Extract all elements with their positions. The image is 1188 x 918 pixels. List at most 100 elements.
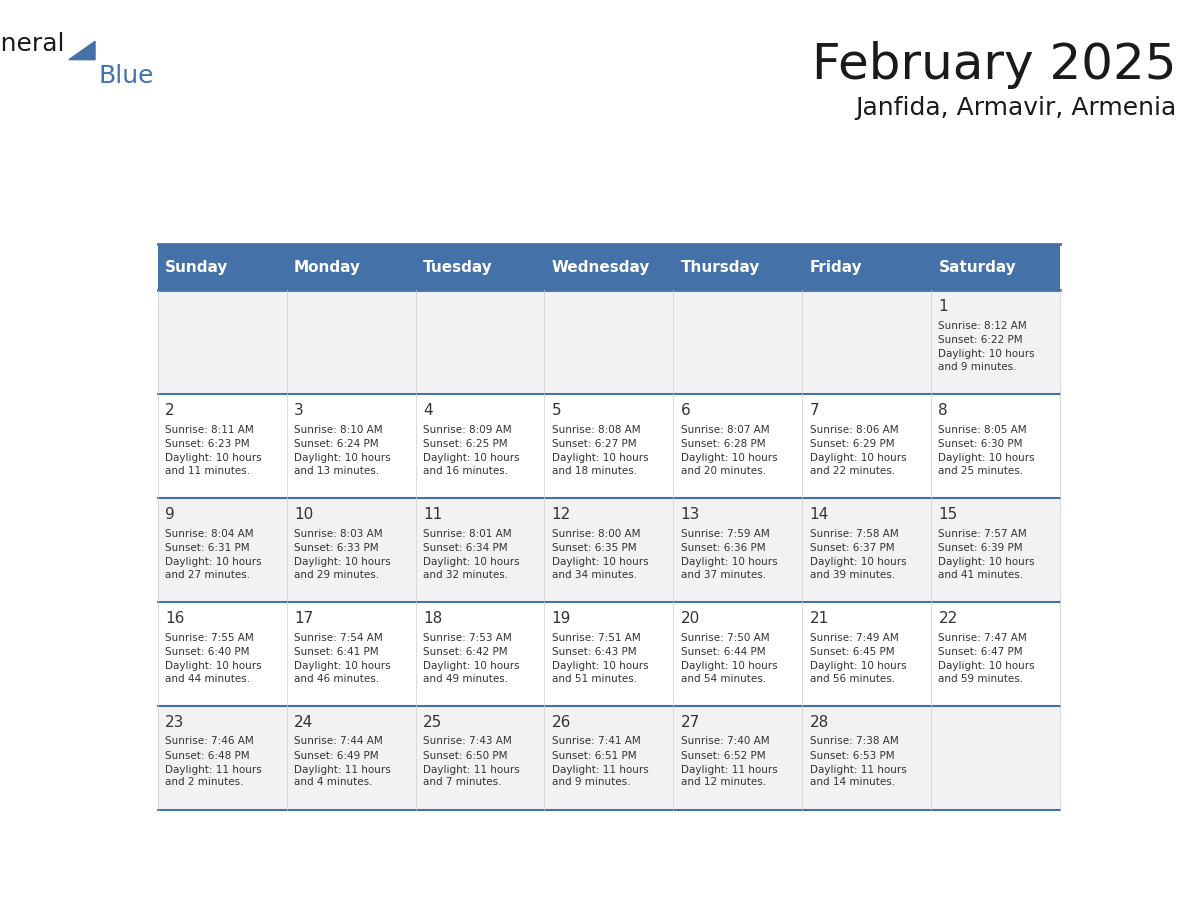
Text: Daylight: 10 hours: Daylight: 10 hours [423, 453, 519, 463]
Text: Sunset: 6:29 PM: Sunset: 6:29 PM [809, 439, 895, 449]
Bar [158, 290, 286, 395]
Text: Monday: Monday [293, 260, 361, 274]
Bar [416, 706, 544, 810]
Text: Sunset: 6:51 PM: Sunset: 6:51 PM [551, 751, 637, 761]
Text: Daylight: 11 hours: Daylight: 11 hours [423, 765, 519, 775]
Bar [286, 498, 416, 602]
Text: Wednesday: Wednesday [551, 260, 650, 274]
Text: 2: 2 [165, 403, 175, 418]
Bar [674, 602, 802, 706]
Bar [416, 244, 544, 290]
Text: 8: 8 [939, 403, 948, 418]
Text: Sunrise: 7:49 AM: Sunrise: 7:49 AM [809, 633, 898, 643]
Text: and 7 minutes.: and 7 minutes. [423, 778, 501, 788]
Bar [158, 498, 286, 602]
Text: and 51 minutes.: and 51 minutes. [551, 674, 637, 684]
Text: Daylight: 10 hours: Daylight: 10 hours [293, 453, 391, 463]
Text: Sunset: 6:31 PM: Sunset: 6:31 PM [165, 543, 249, 553]
Bar [286, 290, 416, 395]
Text: 3: 3 [293, 403, 304, 418]
Text: Sunset: 6:48 PM: Sunset: 6:48 PM [165, 751, 249, 761]
Text: Saturday: Saturday [939, 260, 1016, 274]
Text: and 46 minutes.: and 46 minutes. [293, 674, 379, 684]
Text: 7: 7 [809, 403, 820, 418]
Bar [674, 244, 802, 290]
Text: 24: 24 [293, 714, 314, 730]
Text: and 41 minutes.: and 41 minutes. [939, 569, 1024, 579]
Text: Sunset: 6:36 PM: Sunset: 6:36 PM [681, 543, 765, 553]
Text: Blue: Blue [99, 64, 154, 88]
Text: and 27 minutes.: and 27 minutes. [165, 569, 251, 579]
Bar [286, 244, 416, 290]
Bar [802, 498, 931, 602]
Text: and 54 minutes.: and 54 minutes. [681, 674, 766, 684]
Text: Sunset: 6:43 PM: Sunset: 6:43 PM [551, 646, 637, 656]
Text: Daylight: 10 hours: Daylight: 10 hours [939, 557, 1035, 567]
Text: and 22 minutes.: and 22 minutes. [809, 465, 895, 476]
Text: Thursday: Thursday [681, 260, 760, 274]
Text: Daylight: 11 hours: Daylight: 11 hours [165, 765, 261, 775]
Bar [158, 395, 286, 498]
Text: Daylight: 11 hours: Daylight: 11 hours [551, 765, 649, 775]
Bar [544, 244, 674, 290]
Text: and 37 minutes.: and 37 minutes. [681, 569, 766, 579]
Text: 23: 23 [165, 714, 184, 730]
Text: Sunset: 6:44 PM: Sunset: 6:44 PM [681, 646, 765, 656]
Bar [286, 395, 416, 498]
Text: and 13 minutes.: and 13 minutes. [293, 465, 379, 476]
Bar [674, 498, 802, 602]
Text: Tuesday: Tuesday [423, 260, 493, 274]
Bar [158, 706, 286, 810]
Text: and 11 minutes.: and 11 minutes. [165, 465, 251, 476]
Text: Daylight: 10 hours: Daylight: 10 hours [551, 453, 649, 463]
Text: 17: 17 [293, 610, 314, 625]
Bar [416, 602, 544, 706]
Text: 28: 28 [809, 714, 829, 730]
Bar [931, 244, 1060, 290]
Text: Sunset: 6:45 PM: Sunset: 6:45 PM [809, 646, 895, 656]
Text: Sunrise: 7:58 AM: Sunrise: 7:58 AM [809, 529, 898, 539]
Text: 25: 25 [423, 714, 442, 730]
Text: Sunset: 6:40 PM: Sunset: 6:40 PM [165, 646, 249, 656]
Bar [544, 395, 674, 498]
Text: Daylight: 10 hours: Daylight: 10 hours [551, 557, 649, 567]
Bar [286, 706, 416, 810]
Text: 11: 11 [423, 507, 442, 521]
Text: Sunrise: 8:10 AM: Sunrise: 8:10 AM [293, 425, 383, 435]
Text: Sunday: Sunday [165, 260, 228, 274]
Text: and 14 minutes.: and 14 minutes. [809, 778, 895, 788]
Text: Sunrise: 7:47 AM: Sunrise: 7:47 AM [939, 633, 1028, 643]
Text: Daylight: 10 hours: Daylight: 10 hours [681, 557, 777, 567]
Text: and 20 minutes.: and 20 minutes. [681, 465, 765, 476]
Text: Sunrise: 7:41 AM: Sunrise: 7:41 AM [551, 736, 640, 746]
Bar [286, 602, 416, 706]
Text: Daylight: 10 hours: Daylight: 10 hours [165, 661, 261, 671]
Text: and 25 minutes.: and 25 minutes. [939, 465, 1024, 476]
Bar [931, 602, 1060, 706]
Text: 22: 22 [939, 610, 958, 625]
Text: General: General [0, 32, 65, 56]
Text: Sunset: 6:41 PM: Sunset: 6:41 PM [293, 646, 379, 656]
Text: Sunset: 6:25 PM: Sunset: 6:25 PM [423, 439, 507, 449]
Text: Daylight: 10 hours: Daylight: 10 hours [681, 661, 777, 671]
Bar [416, 395, 544, 498]
Text: 4: 4 [423, 403, 432, 418]
Text: Daylight: 10 hours: Daylight: 10 hours [165, 453, 261, 463]
Bar [158, 244, 286, 290]
Text: and 9 minutes.: and 9 minutes. [551, 778, 631, 788]
Text: Daylight: 11 hours: Daylight: 11 hours [809, 765, 906, 775]
Bar [544, 602, 674, 706]
Text: 19: 19 [551, 610, 571, 625]
Text: Sunrise: 7:54 AM: Sunrise: 7:54 AM [293, 633, 383, 643]
Bar [674, 395, 802, 498]
Text: Sunset: 6:28 PM: Sunset: 6:28 PM [681, 439, 765, 449]
Text: Sunrise: 8:01 AM: Sunrise: 8:01 AM [423, 529, 512, 539]
Text: Sunset: 6:42 PM: Sunset: 6:42 PM [423, 646, 507, 656]
Text: Daylight: 10 hours: Daylight: 10 hours [293, 557, 391, 567]
Bar [802, 395, 931, 498]
Text: 5: 5 [551, 403, 562, 418]
Text: 1: 1 [939, 299, 948, 314]
Text: 20: 20 [681, 610, 700, 625]
Text: Sunset: 6:52 PM: Sunset: 6:52 PM [681, 751, 765, 761]
Text: Sunrise: 7:38 AM: Sunrise: 7:38 AM [809, 736, 898, 746]
